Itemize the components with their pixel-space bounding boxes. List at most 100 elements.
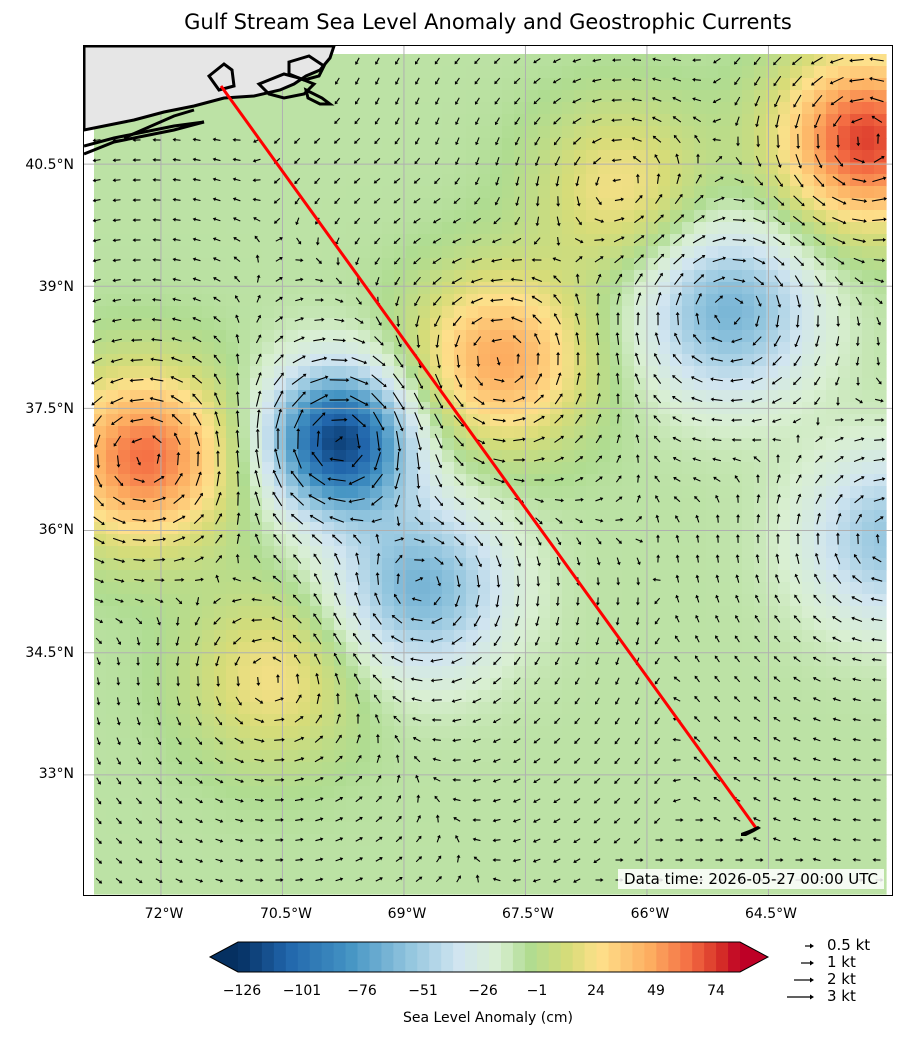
sla-cell: [202, 870, 215, 883]
sla-cell: [502, 714, 515, 727]
sla-cell: [634, 438, 647, 451]
sla-cell: [154, 546, 167, 559]
sla-cell: [838, 330, 851, 343]
sla-cell: [646, 318, 659, 331]
sla-cell: [262, 186, 275, 199]
sla-cell: [442, 174, 455, 187]
sla-cell: [862, 90, 875, 103]
sla-cell: [514, 54, 527, 67]
sla-cell: [730, 198, 743, 211]
sla-cell: [346, 138, 359, 151]
sla-cell: [430, 606, 443, 619]
sla-cell: [730, 138, 743, 151]
sla-cell: [274, 726, 287, 739]
sla-cell: [202, 222, 215, 235]
sla-cell: [490, 54, 503, 67]
sla-cell: [286, 762, 299, 775]
sla-cell: [742, 414, 755, 427]
sla-cell: [550, 606, 563, 619]
sla-cell: [358, 714, 371, 727]
sla-cell: [106, 882, 119, 895]
sla-cell: [106, 666, 119, 679]
sla-cell: [814, 738, 827, 751]
sla-cell: [634, 210, 647, 223]
sla-map[interactable]: [84, 46, 893, 896]
sla-cell: [274, 762, 287, 775]
sla-cell: [838, 558, 851, 571]
sla-cell: [526, 858, 539, 871]
sla-cell: [862, 726, 875, 739]
sla-cell: [262, 486, 275, 499]
sla-cell: [586, 690, 599, 703]
sla-cell: [646, 786, 659, 799]
sla-cell: [190, 666, 203, 679]
sla-cell: [706, 570, 719, 583]
sla-cell: [646, 654, 659, 667]
sla-cell: [562, 258, 575, 271]
sla-cell: [586, 498, 599, 511]
sla-cell: [118, 318, 131, 331]
sla-cell: [214, 534, 227, 547]
sla-cell: [154, 702, 167, 715]
sla-cell: [874, 138, 887, 151]
sla-cell: [502, 258, 515, 271]
sla-cell: [622, 690, 635, 703]
sla-cell: [154, 534, 167, 547]
sla-cell: [370, 54, 383, 67]
sla-cell: [634, 714, 647, 727]
sla-cell: [862, 294, 875, 307]
sla-cell: [202, 750, 215, 763]
sla-cell: [454, 234, 467, 247]
sla-cell: [154, 138, 167, 151]
sla-cell: [238, 234, 251, 247]
sla-cell: [430, 282, 443, 295]
sla-cell: [802, 630, 815, 643]
sla-cell: [574, 66, 587, 79]
sla-cell: [106, 282, 119, 295]
sla-cell: [670, 798, 683, 811]
sla-cell: [430, 174, 443, 187]
sla-cell: [874, 438, 887, 451]
sla-cell: [310, 342, 323, 355]
sla-cell: [610, 198, 623, 211]
sla-cell: [850, 330, 863, 343]
sla-cell: [214, 390, 227, 403]
sla-cell: [142, 270, 155, 283]
sla-cell: [166, 594, 179, 607]
sla-cell: [598, 750, 611, 763]
sla-cell: [322, 762, 335, 775]
sla-cell: [850, 222, 863, 235]
sla-cell: [334, 774, 347, 787]
sla-cell: [502, 354, 515, 367]
sla-cell: [694, 366, 707, 379]
sla-cell: [274, 102, 287, 115]
sla-cell: [586, 426, 599, 439]
sla-cell: [334, 102, 347, 115]
sla-cell: [790, 210, 803, 223]
sla-cell: [298, 114, 311, 127]
map-panel[interactable]: Data time: 2026-05-27 00:00 UTC: [83, 45, 893, 896]
sla-cell: [454, 534, 467, 547]
sla-cell: [154, 318, 167, 331]
sla-cell: [538, 630, 551, 643]
sla-cell: [490, 174, 503, 187]
sla-cell: [298, 714, 311, 727]
sla-cell: [298, 834, 311, 847]
sla-cell: [646, 342, 659, 355]
sla-cell: [454, 750, 467, 763]
sla-cell: [730, 582, 743, 595]
sla-cell: [202, 450, 215, 463]
sla-cell: [298, 222, 311, 235]
sla-cell: [658, 486, 671, 499]
sla-cell: [322, 66, 335, 79]
sla-cell: [190, 882, 203, 895]
sla-cell: [250, 570, 263, 583]
sla-cell: [766, 474, 779, 487]
sla-cell: [418, 702, 431, 715]
sla-cell: [682, 234, 695, 247]
sla-cell: [274, 822, 287, 835]
sla-cell: [298, 366, 311, 379]
sla-cell: [418, 186, 431, 199]
sla-cell: [826, 810, 839, 823]
sla-cell: [166, 534, 179, 547]
